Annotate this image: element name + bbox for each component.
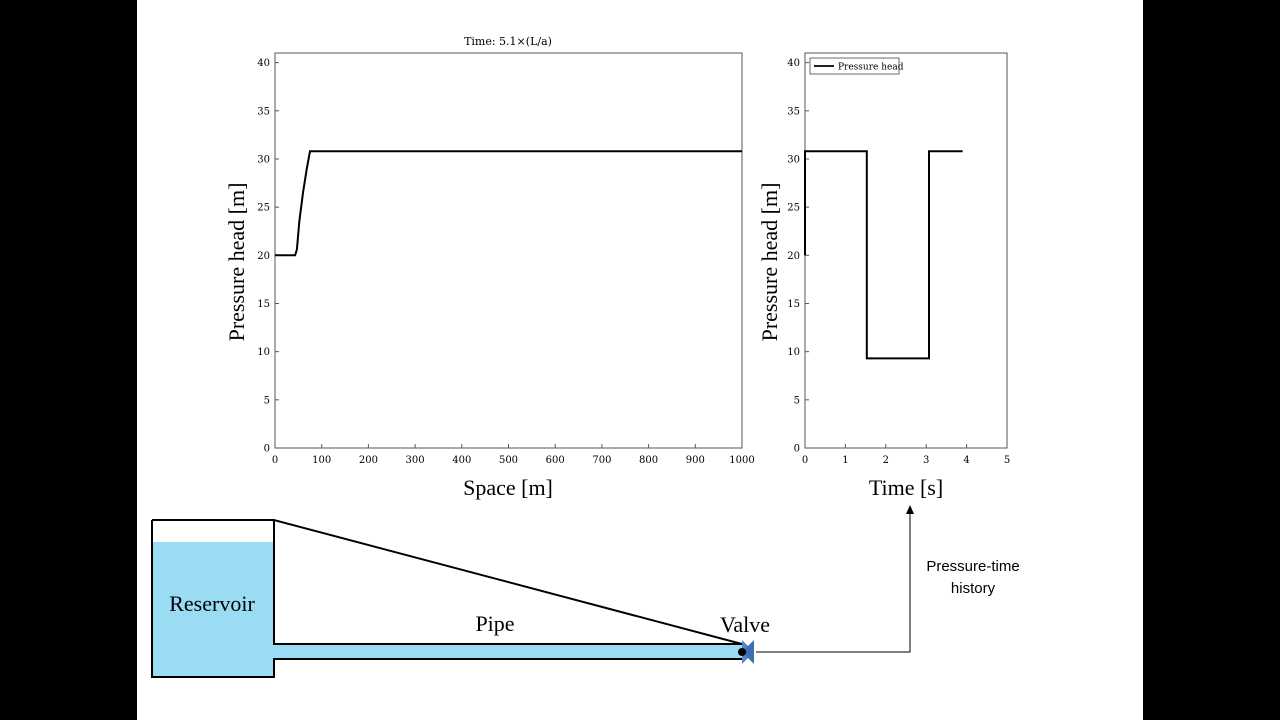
history-label-line2: history [951, 580, 996, 597]
x-tick-label: 800 [639, 455, 658, 466]
x-tick-label: 400 [452, 455, 471, 466]
x-tick-label: 0 [802, 455, 808, 466]
x-tick-label: 300 [406, 455, 425, 466]
y-tick-label: 10 [257, 347, 270, 358]
y-tick-label: 25 [787, 203, 800, 214]
arrow-head-icon [906, 505, 914, 514]
x-tick-label: 1 [842, 455, 848, 466]
x-axis-label: Time [s] [869, 475, 943, 500]
y-tick-label: 25 [257, 203, 270, 214]
y-tick-label: 40 [257, 58, 270, 69]
pressure-history-line [804, 150, 963, 360]
history-connector-line [756, 513, 911, 653]
reservoir-water [152, 542, 274, 677]
x-tick-label: 2 [883, 455, 889, 466]
x-tick-label: 4 [963, 455, 969, 466]
x-tick-label: 900 [686, 455, 705, 466]
x-tick-label: 100 [312, 455, 331, 466]
valve-pivot [738, 648, 746, 656]
pressure-profile-line [275, 150, 742, 257]
legend-entry-pressure-head: Pressure head [838, 63, 904, 73]
space-profile-chart: Time: 5.1×(L/a) Space [m] Pressure head … [224, 35, 755, 500]
y-tick-label: 35 [257, 106, 270, 117]
reservoir-label: Reservoir [169, 591, 255, 616]
y-tick-label: 5 [264, 395, 270, 406]
x-tick-label: 3 [923, 455, 929, 466]
y-tick-label: 0 [794, 444, 800, 455]
x-tick-label: 200 [359, 455, 378, 466]
y-axis-label: Pressure head [m] [224, 183, 249, 342]
x-tick-label: 600 [546, 455, 565, 466]
y-tick-label: 35 [787, 106, 800, 117]
y-tick-label: 20 [787, 251, 800, 262]
reservoir-pipe-outline [151, 518, 743, 678]
y-tick-label: 30 [787, 154, 800, 165]
x-tick-label: 500 [499, 455, 518, 466]
y-tick-label: 40 [787, 58, 800, 69]
legend-box [809, 57, 900, 75]
tick-group: 0 1 2 3 4 5 0 5 10 15 20 25 30 35 40 [787, 58, 1010, 466]
tick-group: 0 100 200 300 400 500 600 700 800 900 1000 0 5 10 15 20… [257, 58, 754, 466]
y-tick-label: 15 [257, 299, 270, 310]
y-tick-label: 5 [794, 395, 800, 406]
chart-title: Time: 5.1×(L/a) [464, 35, 552, 48]
pressure-time-chart: Time [s] Pressure head [m] 0 1 2 3 4 5 0 5 10 15 2… [757, 52, 1010, 500]
pipe-water [274, 644, 742, 659]
y-axis-label: Pressure head [m] [757, 183, 782, 342]
y-tick-label: 30 [257, 154, 270, 165]
y-tick-label: 10 [787, 347, 800, 358]
x-axis-label: Space [m] [463, 475, 553, 500]
x-tick-label: 0 [272, 455, 278, 466]
legend: Pressure head [809, 57, 904, 75]
y-tick-label: 0 [264, 444, 270, 455]
x-tick-label: 1000 [729, 455, 754, 466]
valve-icon-mirror [742, 640, 754, 664]
history-label-line1: Pressure-time [926, 558, 1019, 575]
x-tick-label: 5 [1004, 455, 1010, 466]
pipe-label: Pipe [475, 611, 514, 636]
y-tick-label: 15 [787, 299, 800, 310]
system-diagram: Reservoir Pipe Valve Pressure-time histo… [151, 505, 1020, 678]
x-tick-label: 700 [592, 455, 611, 466]
slide-background [137, 0, 1143, 720]
valve-label: Valve [720, 612, 770, 637]
y-tick-label: 20 [257, 251, 270, 262]
